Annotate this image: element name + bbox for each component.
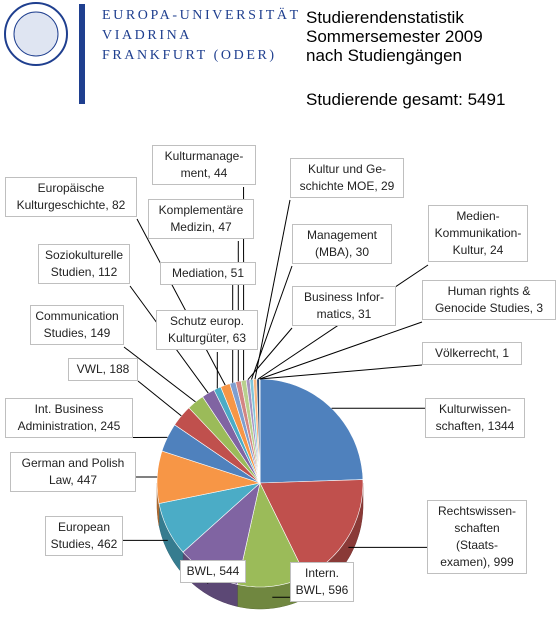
data-label: European Studies, 462 (45, 516, 123, 556)
logo-text: VIADRINA (102, 28, 193, 43)
leader-line (137, 380, 182, 417)
data-label: Business Infor- matics, 31 (292, 286, 396, 326)
leader-line (123, 346, 196, 403)
data-label: Int. Business Administration, 245 (5, 398, 133, 438)
leader-line (254, 199, 291, 380)
slice (259, 378, 364, 484)
data-label: Intern. BWL, 596 (290, 562, 354, 602)
slice (202, 389, 261, 484)
logo-seal (4, 2, 68, 66)
total: Studierende gesamt: 5491 (306, 90, 506, 109)
leader-line (259, 364, 423, 380)
data-label: Kulturmanage- ment, 44 (152, 145, 256, 185)
logo-text: FRANKFURT (ODER) (102, 48, 277, 63)
data-label: Soziokulturelle Studien, 112 (38, 244, 130, 284)
data-label: Kulturwissen- schaften, 1344 (425, 398, 525, 438)
title: Sommersemester 2009 (306, 27, 483, 46)
data-label: Human rights & Genocide Studies, 3 (422, 280, 556, 320)
data-label: Rechtswissen- schaften (Staats- examen),… (427, 500, 527, 574)
data-label: Schutz europ. Kulturgüter, 63 (156, 310, 258, 350)
title: Studierendenstatistik (306, 8, 464, 27)
leader-line (259, 321, 423, 380)
data-label: VWL, 188 (68, 358, 138, 381)
data-label: Kultur und Ge- schichte MOE, 29 (290, 158, 404, 198)
title: nach Studiengängen (306, 46, 462, 65)
logo-seal-inner (13, 11, 59, 57)
data-label: Europäische Kulturgeschichte, 82 (5, 177, 137, 217)
data-label: Völkerrecht, 1 (422, 342, 522, 365)
data-label: German and Polish Law, 447 (10, 452, 136, 492)
data-label: Mediation, 51 (160, 262, 256, 285)
slice (158, 482, 262, 553)
data-label: BWL, 544 (180, 560, 246, 583)
leader-line (247, 327, 293, 381)
logo-bar (79, 4, 85, 104)
leader-line (136, 218, 226, 386)
data-label: Communication Studies, 149 (30, 305, 124, 345)
logo-text: EUROPA-UNIVERSITÄT (102, 8, 301, 23)
data-label: Medien- Kommunikation- Kultur, 24 (428, 205, 528, 262)
data-label: Management (MBA), 30 (292, 224, 392, 264)
data-label: Komplementäre Medizin, 47 (148, 199, 254, 239)
